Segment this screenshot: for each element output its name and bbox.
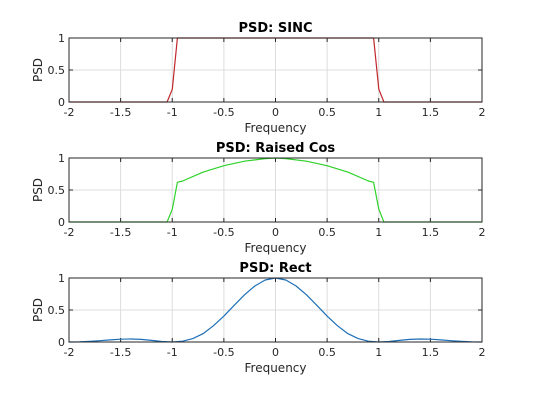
subplot-sinc: -2 -1.5 -1 -0.5 0 0.5 1 1.5 2 0 0.5 1 PSD: SINC Frequ… <box>31 21 486 135</box>
x-axis-label: Frequency <box>245 361 307 375</box>
x-tick-label: 2 <box>479 346 486 359</box>
x-tick-label: -1 <box>167 106 178 119</box>
x-tick-label: -1 <box>167 226 178 239</box>
x-tick-label: 1.5 <box>422 226 440 239</box>
x-tick-label: 2 <box>479 106 486 119</box>
y-axis-label: PSD <box>31 58 45 82</box>
x-tick-label: 0 <box>272 346 279 359</box>
x-tick-label: -0.5 <box>213 226 234 239</box>
x-tick-label: 1 <box>375 226 382 239</box>
x-tick-label: -1 <box>167 346 178 359</box>
chart-title: PSD: Rect <box>239 261 311 276</box>
x-tick-label: -1.5 <box>110 226 131 239</box>
x-tick-label: 0.5 <box>318 226 336 239</box>
x-tick-label: 0.5 <box>318 346 336 359</box>
x-tick-label: 1 <box>375 106 382 119</box>
x-tick-label: 1.5 <box>422 346 440 359</box>
x-tick-label: -1.5 <box>110 346 131 359</box>
x-axis-label: Frequency <box>245 241 307 255</box>
subplot-raised-cos: -2 -1.5 -1 -0.5 0 0.5 1 1.5 2 0 0.5 1 PSD: Raised Co… <box>31 141 486 255</box>
y-tick-label: 0.5 <box>48 184 66 197</box>
chart-title: PSD: SINC <box>238 21 312 36</box>
x-tick-label: 0 <box>272 226 279 239</box>
y-tick-label: 1 <box>58 272 65 285</box>
y-axis-label: PSD <box>31 298 45 322</box>
y-tick-label: 1 <box>58 32 65 45</box>
x-tick-label: -0.5 <box>213 106 234 119</box>
y-tick-label: 0 <box>58 96 65 109</box>
y-axis-label: PSD <box>31 178 45 202</box>
y-tick-label: 0 <box>58 216 65 229</box>
x-tick-label: -2 <box>64 106 75 119</box>
y-tick-label: 0 <box>58 336 65 349</box>
axes-frame <box>68 157 483 223</box>
x-tick-label: -2 <box>64 226 75 239</box>
x-tick-label: 0 <box>272 106 279 119</box>
axes-frame <box>68 37 483 103</box>
y-tick-label: 0.5 <box>48 64 66 77</box>
y-tick-label: 0.5 <box>48 304 66 317</box>
x-tick-label: 1 <box>375 346 382 359</box>
y-tick-label: 1 <box>58 152 65 165</box>
x-tick-label: -2 <box>64 346 75 359</box>
chart-title: PSD: Raised Cos <box>216 141 336 156</box>
x-tick-label: -1.5 <box>110 106 131 119</box>
x-tick-label: 2 <box>479 226 486 239</box>
x-tick-label: -0.5 <box>213 346 234 359</box>
x-tick-label: 1.5 <box>422 106 440 119</box>
axes-frame <box>68 277 483 343</box>
x-axis-label: Frequency <box>245 121 307 135</box>
subplot-rect: -2 -1.5 -1 -0.5 0 0.5 1 1.5 2 0 0.5 1 PSD: Rect Frequ… <box>31 261 486 375</box>
x-tick-label: 0.5 <box>318 106 336 119</box>
